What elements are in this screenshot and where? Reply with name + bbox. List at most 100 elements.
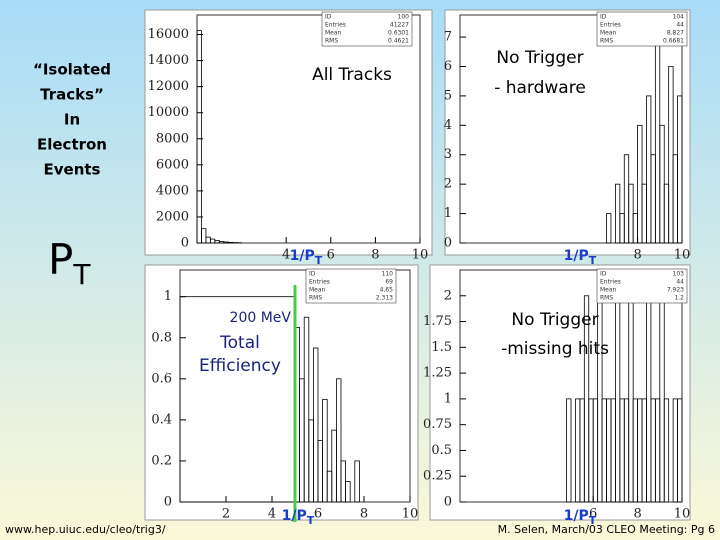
x-axis-label: 1/PT <box>290 248 323 267</box>
x-tick-label: 4 <box>268 507 276 522</box>
stats-value: 0.4621 <box>388 38 409 45</box>
y-tick-label: 0 <box>181 236 189 251</box>
y-tick-label: 0.25 <box>423 469 452 484</box>
footer-right: M. Selen, March/03 CLEO Meeting: Pg 6 <box>498 523 715 536</box>
stats-value: 41227 <box>390 22 409 29</box>
x-tick-label: 10 <box>674 507 691 522</box>
stats-label: RMS <box>600 38 613 45</box>
y-tick-label: 0.5 <box>431 443 452 458</box>
stats-box: ID 104 Entries 44 Mean 8.827 RMS 0.6681 <box>596 11 688 47</box>
chart-title: Total <box>219 333 260 353</box>
x-tick-label: 8 <box>371 248 379 263</box>
x-tick-label: 8 <box>360 507 368 522</box>
stats-value: 110 <box>382 271 394 278</box>
y-tick-label: 0.8 <box>151 330 172 345</box>
stats-label: Mean <box>600 287 617 294</box>
stats-value: 44 <box>676 22 684 29</box>
x-tick-label: 2 <box>222 507 230 522</box>
stats-label: ID <box>309 271 316 278</box>
stats-frame <box>596 11 688 47</box>
y-tick-label: 4000 <box>156 183 189 198</box>
x-axis-label: 1/PT <box>282 508 315 527</box>
histogram-bar <box>566 398 572 503</box>
chart-title: No Trigger <box>511 310 598 330</box>
stats-label: ID <box>600 271 607 278</box>
chart-title: Efficiency <box>199 356 281 376</box>
y-tick-label: 12000 <box>148 79 189 94</box>
stats-label: ID <box>600 14 607 21</box>
y-tick-label: 2000 <box>156 209 189 224</box>
stats-value: 7.923 <box>667 287 684 294</box>
stats-frame <box>305 268 397 304</box>
histogram-bar <box>322 398 328 503</box>
histogram-bar <box>606 213 612 244</box>
stats-value: 0.6301 <box>388 30 409 37</box>
histogram-bar <box>677 398 683 503</box>
plot-panel <box>444 9 691 256</box>
x-axis-label-main: 1/P <box>290 248 315 264</box>
stats-label: Mean <box>600 30 617 37</box>
histogram-bar <box>354 460 360 503</box>
stats-value: 103 <box>673 271 685 278</box>
y-tick-label: 5 <box>444 88 452 103</box>
stats-value: 1.2 <box>674 295 684 302</box>
stats-value: 4.65 <box>380 287 394 294</box>
histogram-bar <box>677 95 683 244</box>
histogram-bar <box>345 481 351 503</box>
side-title-line: Events <box>44 161 101 179</box>
stats-label: Entries <box>600 22 621 29</box>
stats-label: RMS <box>600 295 613 302</box>
chart-title: - hardware <box>494 78 586 98</box>
stats-label: Entries <box>600 279 621 286</box>
stats-box: ID 103 Entries 44 Mean 7.923 RMS 1.2 <box>596 268 688 304</box>
stats-frame <box>321 11 413 47</box>
side-title-line: In <box>64 111 80 129</box>
stats-box: ID 100 Entries 41227 Mean 0.6301 RMS 0.4621 <box>321 11 413 47</box>
y-tick-label: 10000 <box>148 105 189 120</box>
histogram-bar <box>663 398 670 503</box>
y-tick-label: 1 <box>164 289 172 304</box>
stats-label: RMS <box>309 295 322 302</box>
side-title: “Isolated Tracks” In Electron Events <box>33 61 111 179</box>
y-tick-label: 0 <box>164 495 172 510</box>
x-axis-label-sub: T <box>307 514 315 527</box>
x-axis-label: 1/PT <box>564 248 597 267</box>
pt-label: PT <box>48 235 91 292</box>
stats-value: 0.6681 <box>663 38 684 45</box>
plot-panel <box>144 9 433 256</box>
stats-label: Mean <box>309 287 326 294</box>
chart-title: No Trigger <box>496 48 583 68</box>
x-axis-label-main: 1/P <box>564 508 589 524</box>
y-tick-label: 6000 <box>156 157 189 172</box>
stats-label: Entries <box>325 22 346 29</box>
y-tick-label: 1 <box>444 391 452 406</box>
stats-value: 8.827 <box>667 30 684 37</box>
plot-panel <box>144 264 419 521</box>
x-axis-label-main: 1/P <box>564 248 589 264</box>
stats-value: 100 <box>398 14 410 21</box>
stats-value: 2.313 <box>376 295 393 302</box>
chart-title: All Tracks <box>312 65 392 85</box>
y-tick-label: 7 <box>444 30 452 45</box>
y-tick-label: 1 <box>444 206 452 221</box>
histogram-bar <box>201 228 207 244</box>
stats-value: 69 <box>385 279 393 286</box>
stats-box: ID 110 Entries 69 Mean 4.65 RMS 2.313 <box>305 268 397 304</box>
y-tick-label: 14000 <box>148 53 189 68</box>
y-tick-label: 0 <box>444 236 452 251</box>
x-tick-label: 8 <box>633 248 641 263</box>
x-axis-label-sub: T <box>315 254 323 267</box>
x-axis-label: 1/PT <box>564 508 597 527</box>
stats-label: ID <box>325 14 332 21</box>
y-tick-label: 16000 <box>148 27 189 42</box>
y-tick-label: 8000 <box>156 131 189 146</box>
y-tick-label: 0.6 <box>151 371 172 386</box>
y-tick-label: 3 <box>444 147 452 162</box>
x-tick-label: 10 <box>674 248 691 263</box>
x-tick-label: 4 <box>282 248 290 263</box>
x-tick-label: 8 <box>633 507 641 522</box>
footer-left: www.hep.uiuc.edu/cleo/trig3/ <box>5 523 166 536</box>
stats-frame <box>596 268 688 304</box>
y-tick-label: 0.2 <box>151 453 172 468</box>
